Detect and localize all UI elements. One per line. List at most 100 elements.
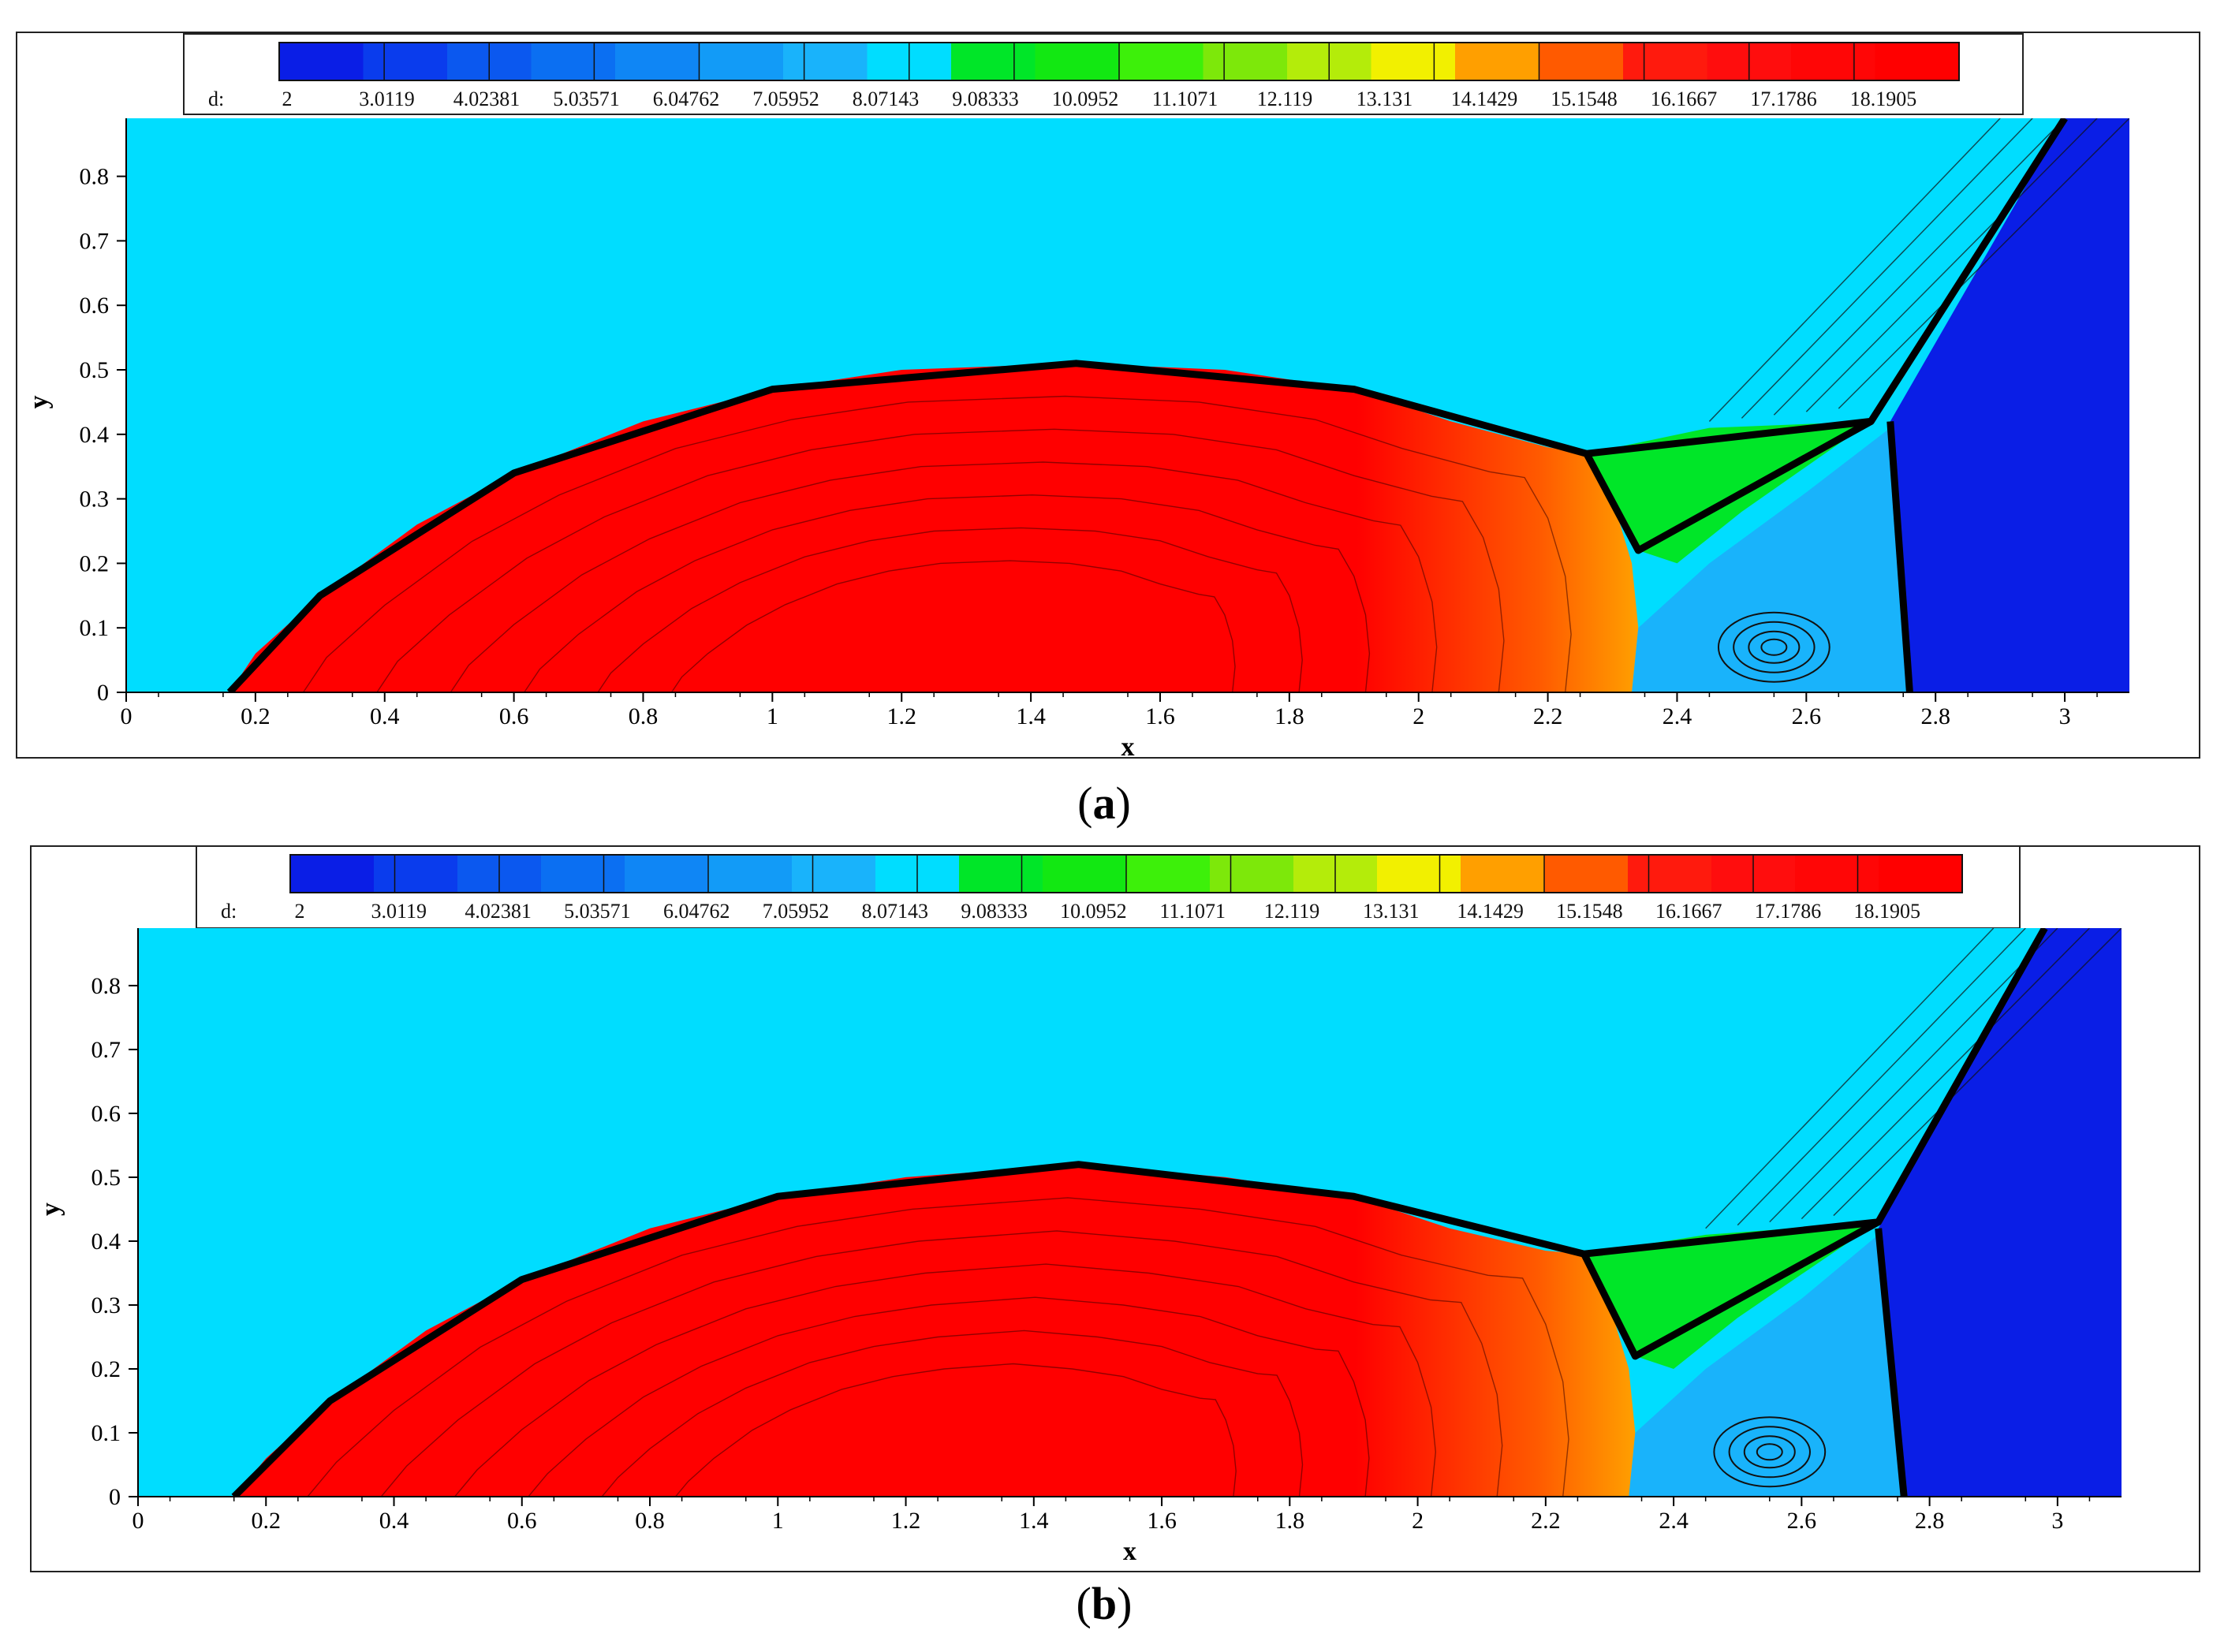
legend-tick-label: 12.119	[1264, 900, 1320, 923]
x-tick-label: 0.2	[252, 1508, 282, 1534]
contour-plot: 0 0.2 0.4 0.6 0.8 1 1.2 1.4 1.6 1.8 2 2.2 2.4 2.6 2.8 3…	[36, 928, 2122, 1566]
y-tick-label: 0.3	[91, 1292, 121, 1318]
legend-swatch	[1210, 855, 1294, 893]
y-tick-label: 0.5	[80, 357, 110, 383]
legend-tick-label: 15.1548	[1551, 88, 1618, 110]
region-light-blue-vortex-region	[1632, 427, 1910, 692]
y-tick-label: 0.4	[80, 422, 110, 448]
shock-front	[1875, 1228, 1908, 1497]
contour-line	[454, 1263, 1437, 1497]
shock-front	[1583, 418, 1873, 554]
legend-tick-label: 14.1429	[1457, 900, 1524, 923]
legend-swatch	[1544, 855, 1629, 893]
legend-swatch	[374, 855, 458, 893]
wave-line	[1805, 118, 2098, 412]
legend-swatch	[1628, 855, 1712, 893]
legend-swatch	[363, 43, 448, 80]
legend-tick-label: 13.131	[1357, 88, 1413, 110]
legend-swatch	[541, 855, 625, 893]
legend-variable-label: d:	[208, 88, 224, 110]
legend-tick-label: 9.08333	[952, 88, 1019, 110]
y-tick-label: 0	[97, 680, 109, 706]
x-tick-label: 0	[121, 703, 132, 729]
color-legend: d: 2 3.0119 4.02381 5.03571 6.04762 7.05952 8.0…	[183, 33, 2024, 115]
contour-field	[138, 928, 2122, 1497]
contour-line	[597, 527, 1303, 692]
x-tick-label: 1.6	[1145, 703, 1175, 729]
contour-line	[601, 1329, 1304, 1497]
x-tick-label: 0.6	[499, 703, 529, 729]
x-tick-label: 1.2	[886, 703, 916, 729]
y-tick-label: 0.1	[91, 1420, 121, 1446]
legend-tick-label: 8.07143	[862, 900, 929, 923]
legend-tick-label: 7.05952	[763, 900, 830, 923]
legend-tick-label: 10.0952	[1052, 88, 1119, 110]
wave-line	[1708, 118, 2001, 422]
shock-front	[1580, 1218, 1880, 1360]
legend-tick-label: 8.07143	[853, 88, 920, 110]
vortex-contour	[1743, 1435, 1796, 1469]
legend-tick-label: 7.05952	[752, 88, 819, 110]
legend-tick-label: 2	[282, 88, 293, 110]
y-axis-label: y	[24, 395, 54, 408]
legend-tick-label: 12.119	[1257, 88, 1313, 110]
x-tick-label: 1.2	[891, 1508, 921, 1534]
region-dark-blue-right-region	[1890, 118, 2129, 692]
x-tick-label: 2.4	[1663, 703, 1692, 729]
contour-field	[126, 118, 2129, 692]
x-tick-label: 2.8	[1915, 1508, 1945, 1534]
legend-swatch	[699, 43, 784, 80]
legend-swatch	[1623, 43, 1707, 80]
y-tick-label: 0.1	[80, 615, 110, 641]
wave-line	[1705, 928, 1995, 1229]
legend-colorbar: d: 2 3.0119 4.02381 5.03571 6.04762 7.05952 8.0…	[221, 854, 1963, 923]
legend-swatch	[1043, 855, 1127, 893]
region-post-shock-bubble	[233, 1164, 1636, 1497]
legend-swatch	[708, 855, 793, 893]
legend-tick-label: 5.03571	[564, 900, 631, 923]
legend-swatch	[1455, 43, 1539, 80]
y-tick-label: 0.2	[80, 550, 110, 576]
contour-line	[524, 494, 1371, 692]
x-tick-label: 0.8	[635, 1508, 665, 1534]
wave-line	[1833, 928, 2122, 1217]
wave-line	[1773, 118, 2066, 416]
contour-line	[450, 461, 1438, 692]
legend-swatch	[1203, 43, 1288, 80]
legend-tick-label: 16.1667	[1655, 900, 1722, 923]
legend-swatch	[1539, 43, 1624, 80]
x-tick-label: 2	[1413, 703, 1424, 729]
legend-tick-label: 3.0119	[371, 900, 427, 923]
x-tick-label: 3	[2059, 703, 2071, 729]
contour-plot: 0 0.2 0.4 0.6 0.8 1 1.2 1.4 1.6 1.8 2 2.2 2.4 2.6 2.8 3…	[24, 118, 2129, 762]
panel-caption: (a)	[1077, 778, 1131, 829]
legend-tick-label: 17.1786	[1750, 88, 1817, 110]
legend-swatch	[1035, 43, 1120, 80]
vortex-contour	[1728, 1426, 1811, 1479]
legend-swatch	[792, 855, 876, 893]
x-tick-label: 2.2	[1531, 1508, 1561, 1534]
contour-line	[674, 1363, 1237, 1497]
wave-line	[1741, 118, 2033, 419]
wave-line	[1769, 928, 2058, 1223]
legend-tick-label: 15.1548	[1556, 900, 1622, 923]
y-tick-label: 0.3	[80, 487, 110, 513]
wave-line	[1801, 928, 2090, 1220]
legend-tick-label: 18.1905	[1854, 900, 1921, 923]
legend-tick-label: 4.02381	[465, 900, 532, 923]
region-dark-blue-right-region	[1878, 928, 2122, 1497]
contour-line	[307, 1197, 1569, 1497]
x-tick-label: 1	[772, 1508, 784, 1534]
x-tick-label: 2	[1412, 1508, 1424, 1534]
y-axis-label: y	[36, 1203, 65, 1216]
region-post-shock-bubble	[230, 363, 1639, 692]
x-tick-label: 0	[132, 1508, 144, 1534]
x-axis-label: x	[1123, 1537, 1136, 1566]
x-tick-label: 2.6	[1787, 1508, 1817, 1534]
legend-swatch	[1126, 855, 1211, 893]
y-tick-label: 0.8	[91, 973, 121, 999]
x-tick-label: 1.8	[1274, 703, 1304, 729]
legend-swatch	[1879, 855, 1963, 893]
legend-tick-label: 6.04762	[653, 88, 720, 110]
legend-tick-label: 5.03571	[553, 88, 620, 110]
